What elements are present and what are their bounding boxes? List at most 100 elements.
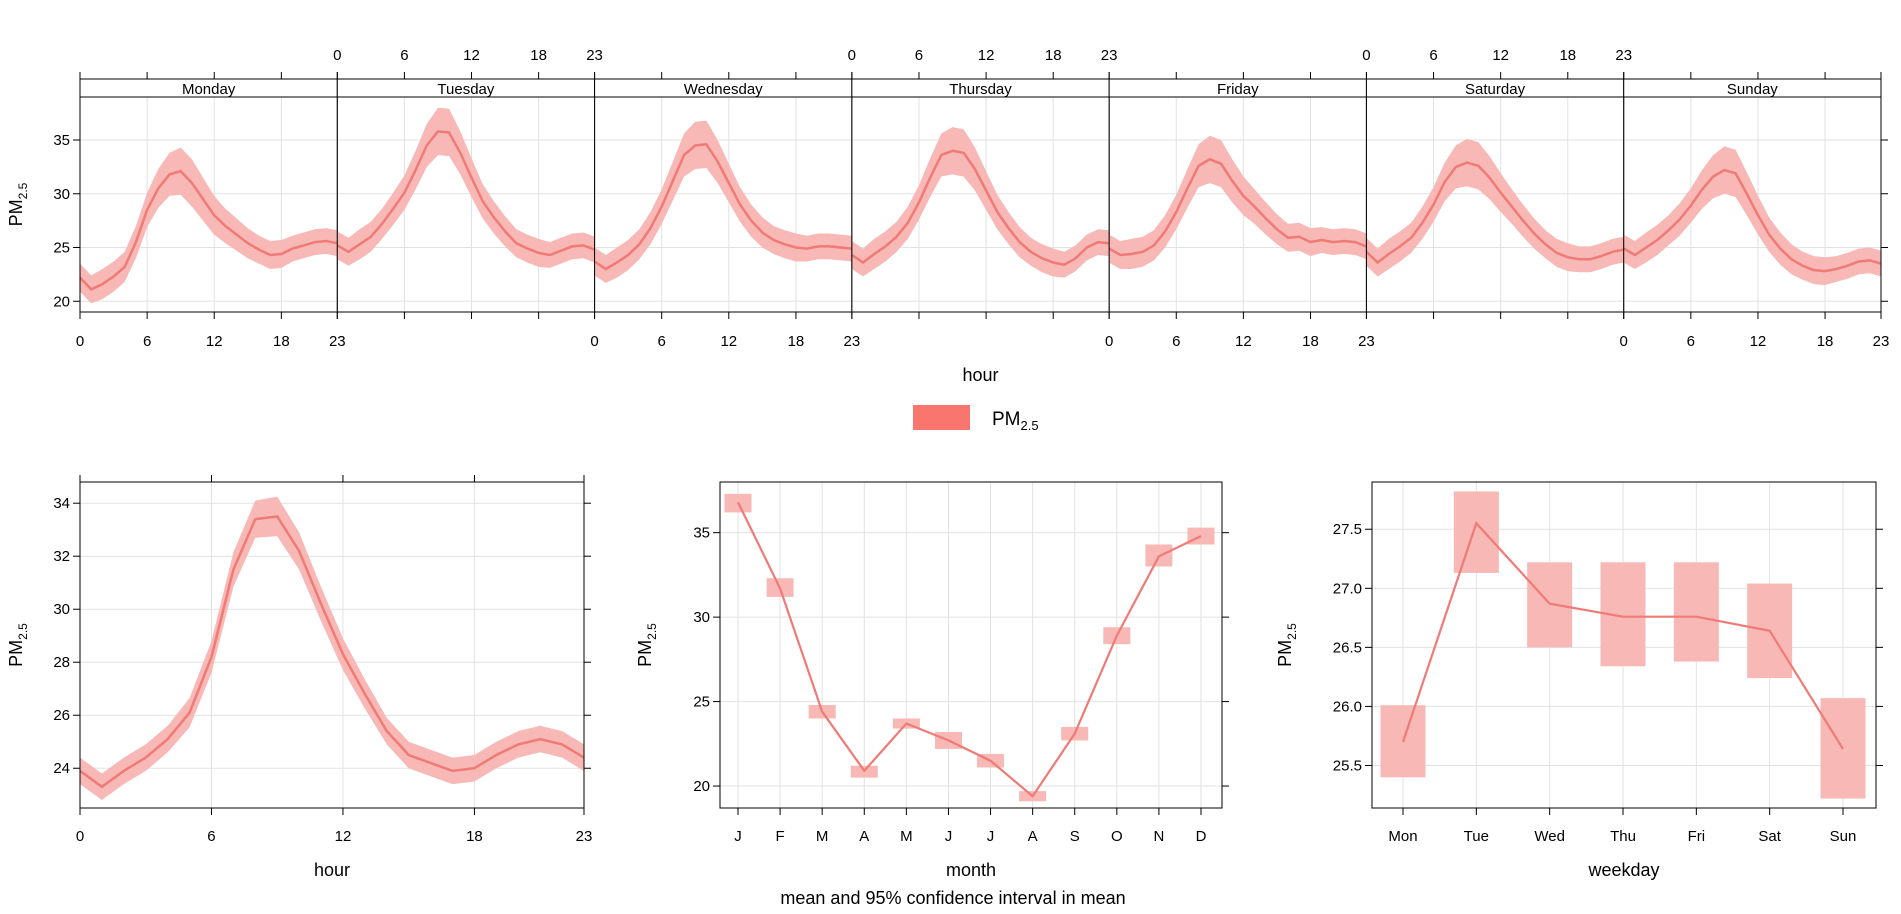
ci-box [1453,491,1499,573]
tick-label-x-top: 18 [1559,47,1576,64]
panel-frame [1623,96,1882,313]
tick-label-x: Thu [1610,828,1636,845]
series-line-friday [1108,157,1367,257]
panel-sunday: Sunday 0 6 12 18 23 [1620,72,1890,350]
weekday-hour-chart: Monday 0 6 12 18 23 Tuesday 0 6 12 18 23 Wednesday 0 6… [53,47,1889,350]
tick-label-x-top: 23 [1615,47,1632,64]
tick-label-x-bottom: 23 [1358,333,1375,350]
figure-caption: mean and 95% confidence interval in mean [780,888,1125,908]
strip-label: Thursday [949,81,1012,98]
y-axis-label-weekday-chart: PM2.5 [1275,623,1299,667]
legend: PM2.5 [913,405,1039,433]
tick-label-x: S [1070,828,1080,845]
tick-label-x-bottom: 12 [1750,333,1767,350]
legend-label: PM2.5 [992,409,1039,433]
tick-label-x: D [1196,828,1207,845]
tick-label-x: F [776,828,785,845]
ci-band-friday [1109,135,1367,269]
strip-label: Monday [182,81,236,98]
plot-frame [1371,481,1877,809]
series-line-tuesday [336,130,596,257]
tick-label-x: Tue [1464,828,1489,845]
tick-label-x-bottom: 18 [1817,333,1834,350]
tick-label-y: 20 [53,293,70,310]
ci-band-hour [80,496,584,800]
tick-label-x-top: 0 [333,47,341,64]
series-line-thursday [851,149,1110,267]
ci-box [1187,527,1215,545]
series-line-wednesday [593,142,853,271]
tick-label-y: 35 [53,132,70,149]
tick-label-x-bottom: 0 [76,333,84,350]
panel-frame [336,96,596,313]
x-axis-label: hour [962,365,998,385]
tick-label-x-bottom: 0 [1105,333,1113,350]
tick-label-x-top: 6 [400,47,408,64]
tick-label-x-top: 23 [1101,47,1118,64]
x-axis-label: month [946,860,996,880]
tick-label-y: 26.0 [1333,698,1362,715]
series-line-hour [79,515,585,789]
y-axis-label-month-chart: PM2.5 [635,623,659,667]
panel-monday: Monday 0 6 12 18 23 [76,72,346,350]
tick-label-x-bottom: 6 [1172,333,1180,350]
tick-label-y: 32 [53,548,70,565]
tick-label-x-bottom: 0 [1620,333,1628,350]
tick-label-x-bottom: 23 [1873,333,1890,350]
tick-label-x-bottom: 12 [1235,333,1252,350]
series-line [737,501,1202,798]
strip-label: Friday [1217,81,1259,98]
tick-label-x: A [859,828,869,845]
tick-label-x: J [945,828,953,845]
x-axis-label: weekday [1587,860,1659,880]
tick-label-x-top: 23 [586,47,603,64]
tick-label-x: M [900,828,913,845]
month-chart: J F M A M J J A S O N D 20 25 30 35 month [693,481,1229,880]
tick-label-x-top: 0 [1362,47,1370,64]
strip-label: Tuesday [437,81,494,98]
tick-label-x: A [1028,828,1038,845]
panel-friday: Friday 0 6 12 18 23 [1105,72,1375,350]
tick-label-x-top: 12 [978,47,995,64]
y-axis-label-weekday-chart-text: PM2.5 [1275,623,1299,667]
plot-frame [79,481,585,809]
panel-wednesday: Wednesday 0 6 12 18 23 [590,72,860,350]
plot-frame [719,481,1223,809]
tick-label-x: J [734,828,742,845]
tick-label-x: 0 [76,828,84,845]
tick-label-x-bottom: 6 [1687,333,1695,350]
ci-box [1673,562,1719,662]
ci-band-monday [80,147,338,304]
legend-swatch [913,405,970,430]
panel-saturday: Saturday 0 6 12 18 23 [1362,47,1632,319]
tick-label-y: 30 [53,601,70,618]
tick-label-x: M [816,828,829,845]
tick-label-x-bottom: 12 [206,333,223,350]
tick-label-x-bottom: 6 [143,333,151,350]
y-axis-label-text: PM2.5 [6,623,30,667]
tick-label-x: 23 [576,828,593,845]
tick-label-y: 30 [693,609,710,626]
tick-label-y: 25.5 [1333,757,1362,774]
tick-label-x-bottom: 23 [844,333,861,350]
tick-label-x-bottom: 18 [1302,333,1319,350]
tick-label-y: 27.5 [1333,521,1362,538]
tick-label-x-top: 18 [530,47,547,64]
tick-label-y: 30 [53,186,70,203]
ci-band-wednesday [594,120,852,283]
tick-label-y: 25 [53,240,70,257]
series-line-saturday [1365,161,1624,265]
tick-label-x-bottom: 6 [658,333,666,350]
weekday-chart: Mon Tue Wed Thu Fri Sat Sun 25.5 26.0 26.5 27.0 27.… [1333,481,1883,880]
series-line-sunday [1623,168,1882,273]
tick-label-y: 26.5 [1333,639,1362,656]
strip-label: Saturday [1465,81,1526,98]
tick-label-y: 24 [53,760,70,777]
series-line [1401,521,1844,750]
tick-label-x: Wed [1534,828,1565,845]
tick-label-x: J [987,828,995,845]
tick-label-x-bottom: 23 [329,333,346,350]
series-line-monday [79,169,338,291]
panel-thursday: Thursday 0 6 12 18 23 [848,47,1118,319]
